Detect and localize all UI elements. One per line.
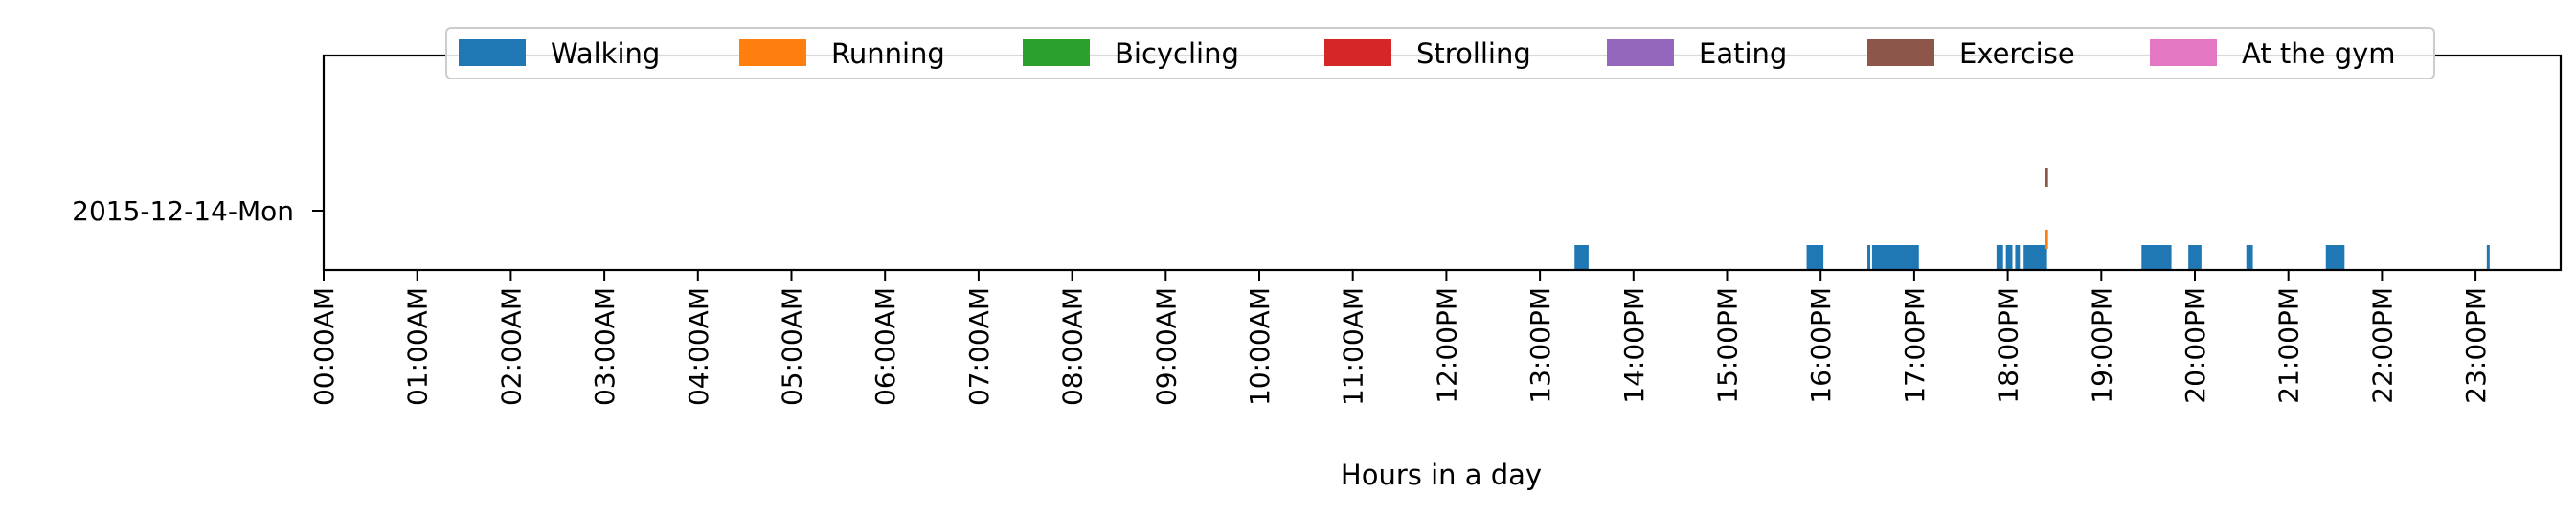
- x-tick-label: 22:00PM: [2366, 287, 2398, 404]
- activity-bar-walking: [2188, 245, 2202, 270]
- activity-bar-running: [2045, 230, 2048, 249]
- legend-box: [445, 27, 2435, 79]
- activity-marks: [1574, 168, 2490, 270]
- legend-label-bicycling: Bicycling: [1115, 37, 1239, 70]
- x-tick-label: 11:00AM: [1338, 287, 1369, 406]
- legend-swatch-at-the-gym: [2150, 39, 2217, 66]
- x-tick-label: 09:00AM: [1150, 287, 1182, 406]
- legend-label-exercise: Exercise: [1959, 37, 2075, 70]
- x-tick-label: 21:00PM: [2273, 287, 2305, 404]
- activity-bar-walking: [2015, 245, 2021, 270]
- x-tick-label: 06:00AM: [870, 287, 901, 406]
- legend-swatch-bicycling: [1023, 39, 1090, 66]
- x-tick-label: 14:00PM: [1618, 287, 1650, 404]
- activity-bar-walking: [2141, 245, 2172, 270]
- legend-label-eating: Eating: [1699, 37, 1787, 70]
- x-tick-label: 18:00PM: [1993, 287, 2024, 404]
- activity-bar-walking: [1574, 245, 1589, 270]
- x-tick-label: 12:00PM: [1431, 287, 1462, 404]
- x-axis-label: Hours in a day: [1341, 459, 1542, 491]
- activity-bar-walking: [1996, 245, 2003, 270]
- x-tick-label: 15:00PM: [1712, 287, 1744, 404]
- x-tick-label: 05:00AM: [777, 287, 808, 406]
- x-tick-label: 17:00PM: [1899, 287, 1931, 404]
- legend-swatch-running: [739, 39, 806, 66]
- activity-bar-walking: [1867, 245, 1871, 270]
- x-tick-label: 03:00AM: [589, 287, 621, 406]
- x-tick-label: 00:00AM: [308, 287, 340, 406]
- x-tick-label: 19:00PM: [2086, 287, 2117, 404]
- activity-bar-walking: [2325, 245, 2345, 270]
- x-tick-label: 13:00PM: [1525, 287, 1556, 404]
- plot-area: [324, 56, 2561, 270]
- legend-swatch-strolling: [1324, 39, 1391, 66]
- activity-bar-walking: [2486, 245, 2490, 270]
- legend-label-strolling: Strolling: [1416, 37, 1531, 70]
- legend-label-at-the-gym: At the gym: [2242, 37, 2396, 70]
- legend-label-running: Running: [831, 37, 945, 70]
- activity-bar-walking: [1806, 245, 1824, 270]
- activity-bar-walking: [1871, 245, 1919, 270]
- y-axis: 2015-12-14-Mon: [72, 195, 324, 227]
- y-tick-label: 2015-12-14-Mon: [72, 195, 294, 227]
- legend: Walking Running Bicycling Strolling Eating Ex…: [445, 27, 2435, 79]
- activity-bar-exercise: [2045, 168, 2048, 187]
- x-tick-label: 01:00AM: [402, 287, 434, 406]
- legend-swatch-exercise: [1867, 39, 1934, 66]
- x-axis: 00:00AM 01:00AM 02:00AM 03:00AM 04:00AM 05:00…: [308, 270, 2492, 406]
- activity-bar-walking: [2005, 245, 2013, 270]
- legend-swatch-walking: [459, 39, 526, 66]
- x-tick-label: 04:00AM: [683, 287, 714, 406]
- x-tick-label: 10:00AM: [1244, 287, 1276, 406]
- activity-bar-walking: [2246, 245, 2253, 270]
- x-tick-label: 02:00AM: [495, 287, 527, 406]
- x-tick-label: 16:00PM: [1805, 287, 1837, 404]
- x-tick-label: 20:00PM: [2180, 287, 2211, 404]
- x-tick-label: 08:00AM: [1057, 287, 1089, 406]
- legend-swatch-eating: [1607, 39, 1674, 66]
- legend-label-walking: Walking: [551, 37, 660, 70]
- x-tick-label: 23:00PM: [2460, 287, 2492, 404]
- x-tick-label: 07:00AM: [963, 287, 995, 406]
- activity-bar-walking: [2023, 245, 2047, 270]
